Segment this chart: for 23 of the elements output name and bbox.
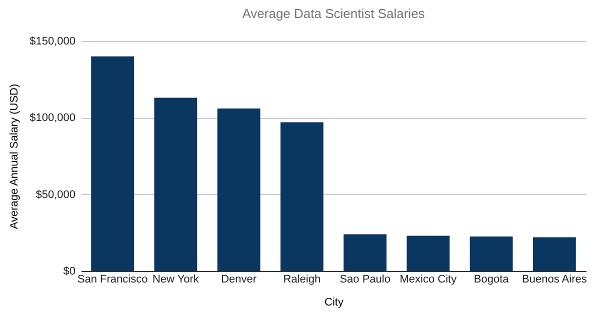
y-axis-title: Average Annual Salary (USD) — [8, 84, 21, 230]
bar — [344, 234, 387, 271]
y-tick-label: $150,000 — [30, 36, 76, 48]
y-tick-label: $50,000 — [36, 188, 76, 201]
bar — [154, 98, 198, 271]
x-tick-label: New York — [152, 274, 200, 286]
x-tick-label: Bogota — [474, 274, 510, 286]
x-axis-title: City — [324, 296, 344, 308]
x-tick-label: Sao Paulo — [340, 274, 390, 286]
y-tick-label: $100,000 — [30, 112, 76, 124]
x-tick-label: Raleigh — [283, 274, 321, 286]
x-tick-label: Denver — [221, 274, 257, 286]
bar — [532, 237, 576, 271]
bar — [470, 236, 513, 271]
x-tick-label: San Francisco — [77, 274, 148, 286]
chart-title: Average Data Scientist Salaries — [242, 6, 426, 21]
y-tick-label: $0 — [63, 266, 76, 278]
bar — [406, 236, 450, 271]
x-tick-label: Buenos Aires — [522, 274, 588, 286]
bar — [217, 108, 260, 271]
x-tick-label: Mexico City — [400, 274, 458, 286]
bar — [91, 56, 134, 271]
bar — [280, 122, 324, 271]
